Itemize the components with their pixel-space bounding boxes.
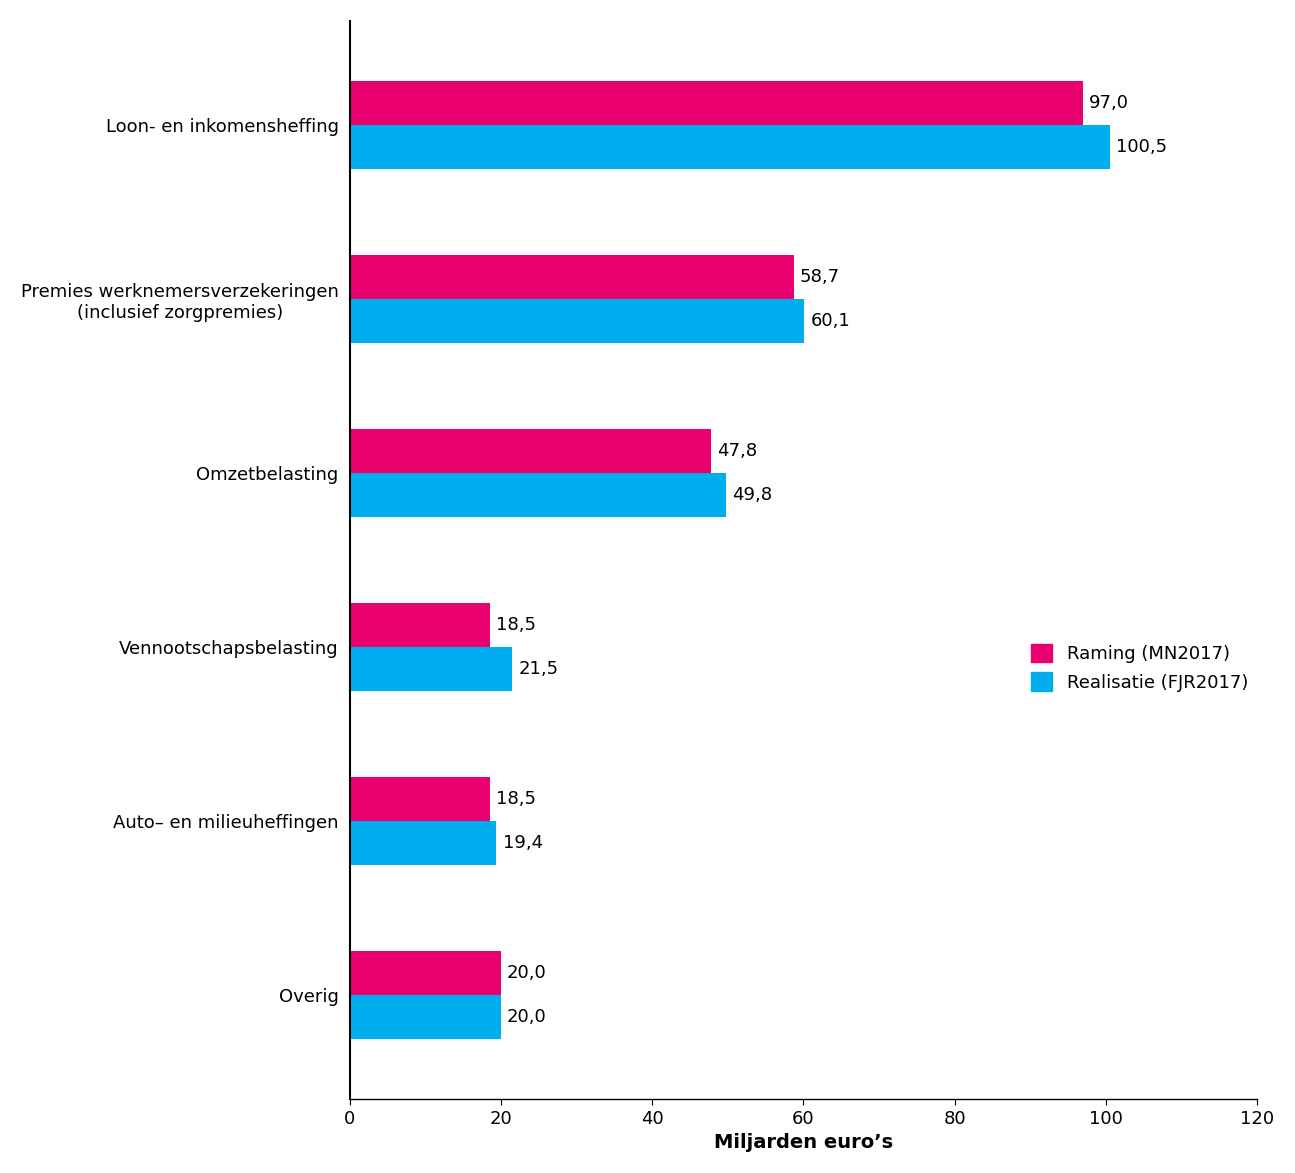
Text: 97,0: 97,0 — [1089, 94, 1129, 113]
Text: 49,8: 49,8 — [733, 486, 773, 504]
Bar — [350, 255, 794, 299]
Bar — [350, 777, 490, 821]
Legend: Raming (MN2017), Realisatie (FJR2017): Raming (MN2017), Realisatie (FJR2017) — [1031, 644, 1248, 692]
Bar — [350, 473, 726, 517]
Bar — [350, 821, 496, 865]
Bar — [350, 603, 490, 647]
Bar — [350, 951, 501, 995]
Bar — [350, 126, 1110, 169]
Text: 100,5: 100,5 — [1116, 138, 1167, 156]
Text: 20,0: 20,0 — [508, 964, 546, 982]
Text: 18,5: 18,5 — [496, 789, 536, 808]
Text: 19,4: 19,4 — [502, 834, 543, 852]
Bar — [350, 81, 1083, 126]
Bar — [350, 429, 711, 473]
Text: 20,0: 20,0 — [508, 1008, 546, 1026]
Text: 47,8: 47,8 — [717, 442, 758, 460]
Bar — [350, 299, 804, 344]
Text: 58,7: 58,7 — [800, 269, 839, 286]
Bar — [350, 647, 513, 691]
Text: 21,5: 21,5 — [518, 660, 558, 678]
X-axis label: Miljarden euro’s: Miljarden euro’s — [714, 1133, 894, 1152]
Bar — [350, 995, 501, 1039]
Text: 18,5: 18,5 — [496, 616, 536, 633]
Text: 60,1: 60,1 — [811, 312, 850, 330]
